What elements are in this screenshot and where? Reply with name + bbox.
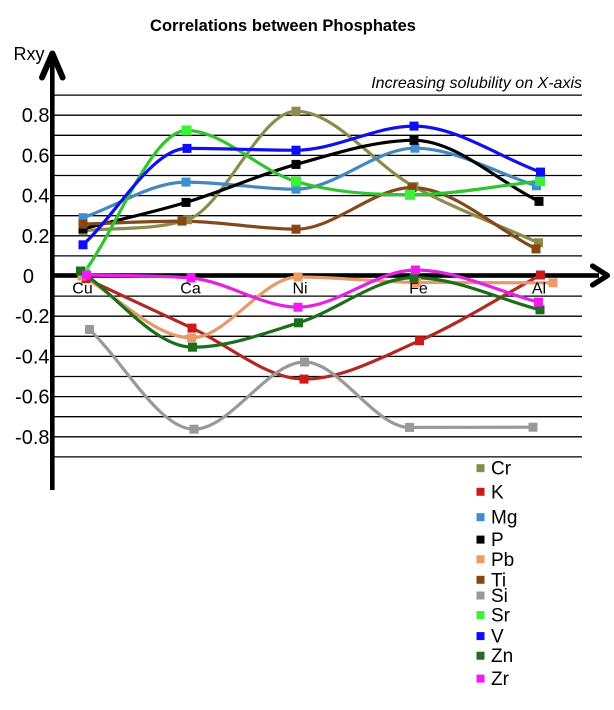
svg-text:Mg: Mg [491, 508, 517, 529]
svg-text:Pb: Pb [491, 550, 514, 571]
svg-text:0.8: 0.8 [22, 105, 50, 127]
svg-text:0: 0 [23, 266, 34, 288]
svg-text:Zn: Zn [491, 646, 513, 667]
svg-text:-0.6: -0.6 [15, 387, 49, 409]
svg-text:Al: Al [532, 281, 546, 298]
svg-text:0.6: 0.6 [22, 145, 50, 167]
svg-text:0.4: 0.4 [22, 186, 50, 208]
svg-text:0.2: 0.2 [22, 226, 50, 248]
svg-text:P: P [491, 530, 504, 551]
svg-text:-0.8: -0.8 [15, 427, 49, 449]
svg-text:Ni: Ni [292, 281, 307, 298]
svg-text:-0.2: -0.2 [15, 306, 49, 328]
svg-text:Ti: Ti [491, 570, 506, 591]
svg-text:Increasing solubility on X-axi: Increasing solubility on X-axis [371, 75, 582, 92]
svg-text:Ca: Ca [180, 281, 201, 298]
svg-text:Correlations between Phosphate: Correlations between Phosphates [150, 17, 416, 35]
svg-text:Fe: Fe [409, 281, 428, 298]
svg-text:Rxy: Rxy [14, 44, 45, 64]
svg-text:Cr: Cr [491, 459, 512, 480]
svg-text:-0.4: -0.4 [15, 346, 49, 368]
svg-text:Si: Si [491, 586, 508, 607]
svg-text:Zr: Zr [491, 669, 510, 690]
svg-text:Sr: Sr [491, 606, 511, 627]
svg-text:V: V [491, 627, 504, 648]
svg-text:Cu: Cu [72, 281, 92, 298]
svg-text:K: K [491, 482, 504, 503]
